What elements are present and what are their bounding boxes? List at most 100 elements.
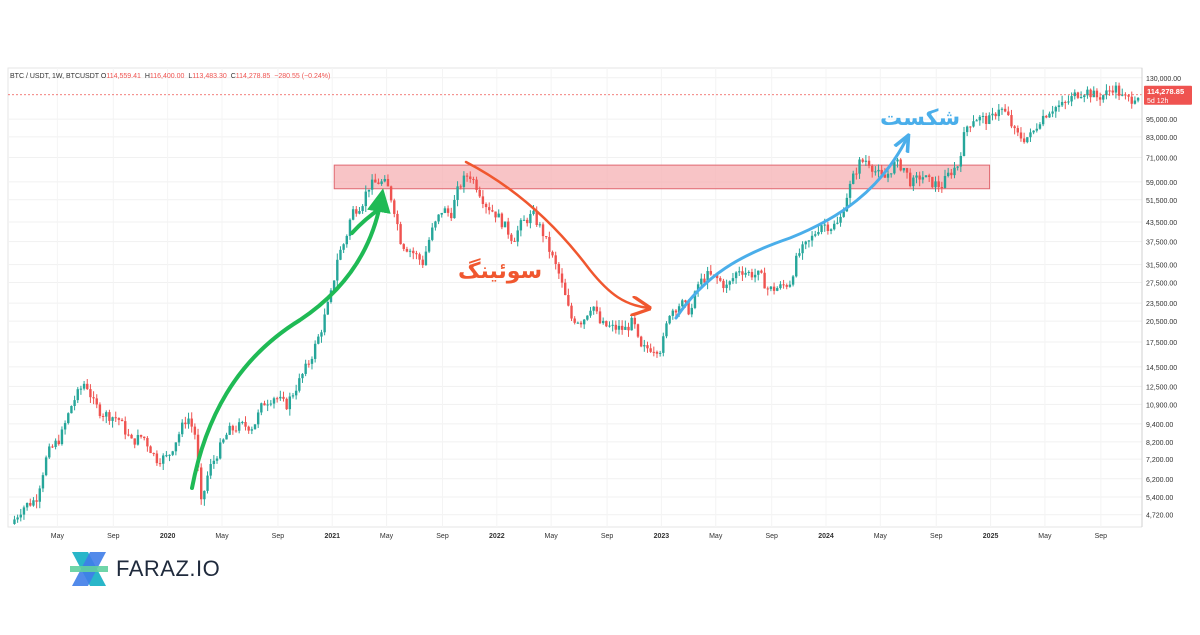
- candle-body: [981, 115, 985, 117]
- y-tick-label: 130,000.00: [1146, 76, 1181, 83]
- candle-body: [1136, 97, 1140, 101]
- candle-body: [842, 211, 845, 217]
- candle-body: [57, 440, 60, 445]
- candle-body: [1048, 113, 1051, 118]
- candle-body: [13, 519, 16, 524]
- candle-body: [1079, 97, 1083, 99]
- candle-body: [377, 182, 380, 184]
- open-label: O: [100, 73, 107, 80]
- candle-body: [630, 317, 633, 331]
- candle-body: [1022, 138, 1026, 143]
- candle-body: [1007, 111, 1010, 116]
- x-tick-label: 2020: [160, 533, 176, 540]
- candle-body: [649, 348, 652, 352]
- candle-body: [725, 284, 728, 289]
- candle-body: [358, 211, 361, 214]
- candle-body: [984, 115, 988, 124]
- candle-body: [332, 280, 336, 291]
- candle-body: [339, 249, 342, 260]
- candle-body: [522, 219, 526, 221]
- candle-body: [345, 235, 348, 245]
- candle-body: [627, 326, 630, 331]
- candle-body: [456, 186, 459, 200]
- candle-body: [991, 113, 994, 116]
- candle-body: [934, 181, 937, 188]
- candle-body: [307, 363, 311, 365]
- candle-body: [101, 415, 105, 417]
- candle-body: [70, 405, 73, 414]
- candle-body: [54, 440, 57, 448]
- candle-body: [722, 280, 725, 289]
- candle-body: [222, 439, 225, 443]
- candle-body: [472, 178, 475, 180]
- candle-body: [415, 253, 418, 255]
- candle-body: [225, 434, 228, 440]
- candle-body: [459, 186, 462, 188]
- candle-body: [1019, 132, 1023, 139]
- candle-body: [557, 263, 561, 274]
- candle-body: [418, 254, 421, 260]
- candle-body: [266, 404, 269, 406]
- candle-body: [494, 211, 497, 218]
- candle-body: [924, 175, 928, 178]
- candle-body: [1051, 111, 1054, 114]
- candle-body: [484, 203, 488, 208]
- candle-body: [434, 221, 437, 228]
- candle-body: [412, 250, 415, 254]
- candle-body: [643, 345, 646, 347]
- candle-body: [836, 222, 839, 224]
- brand-name: FARAZ.IO: [116, 556, 221, 581]
- candle-body: [965, 126, 969, 133]
- candle-body: [814, 234, 817, 236]
- candle-body: [877, 169, 880, 172]
- uptrend-arrow: [190, 188, 391, 490]
- candle-body: [560, 273, 564, 283]
- candle-body: [510, 234, 513, 241]
- y-tick-label: 27,500.00: [1146, 280, 1177, 287]
- resistance-zone: [333, 164, 991, 190]
- candle-body: [899, 159, 902, 171]
- candle-body: [744, 272, 747, 275]
- candle-body: [905, 168, 909, 173]
- candle-body: [424, 251, 428, 266]
- candle-body: [44, 457, 48, 476]
- candle-body: [361, 206, 364, 212]
- candle-body: [19, 514, 22, 518]
- candle-body: [671, 310, 675, 316]
- y-tick-label: 12,500.00: [1146, 384, 1177, 391]
- candle-body: [871, 165, 874, 172]
- candle-body: [541, 224, 545, 237]
- price-badge-value: 114,278.85: [1147, 87, 1184, 96]
- candle-body: [953, 167, 956, 176]
- candle-body: [275, 398, 279, 400]
- candle-body: [554, 255, 557, 264]
- uptrend-arrow-hook: [350, 206, 383, 235]
- candle-body: [165, 455, 168, 457]
- candle-body: [1064, 101, 1067, 103]
- candle-body: [570, 305, 573, 319]
- x-tick-label: Sep: [765, 533, 778, 540]
- candle-body: [880, 169, 883, 175]
- candle-body: [601, 320, 605, 324]
- breakout-arrow: [674, 140, 906, 320]
- candle-body: [978, 116, 982, 121]
- candle-body: [370, 179, 374, 190]
- x-tick-label: 2024: [818, 533, 834, 540]
- candle-body: [1041, 115, 1045, 125]
- candle-body: [218, 442, 222, 459]
- last-price-badge: 114,278.85 5d 12h: [1144, 85, 1192, 105]
- candle-body: [586, 315, 589, 320]
- candle-body: [386, 178, 390, 187]
- candle-body: [798, 253, 801, 256]
- candle-body: [301, 373, 304, 379]
- x-tick-label: Sep: [272, 533, 285, 540]
- candle-body: [639, 336, 643, 347]
- y-tick-label: 14,500.00: [1146, 365, 1177, 372]
- candle-body: [355, 209, 358, 214]
- candle-body: [589, 310, 592, 316]
- candle-body: [665, 323, 668, 337]
- candle-body: [317, 336, 320, 344]
- candle-body: [747, 271, 750, 273]
- candle-body: [260, 403, 263, 413]
- y-tick-label: 17,500.00: [1146, 340, 1177, 347]
